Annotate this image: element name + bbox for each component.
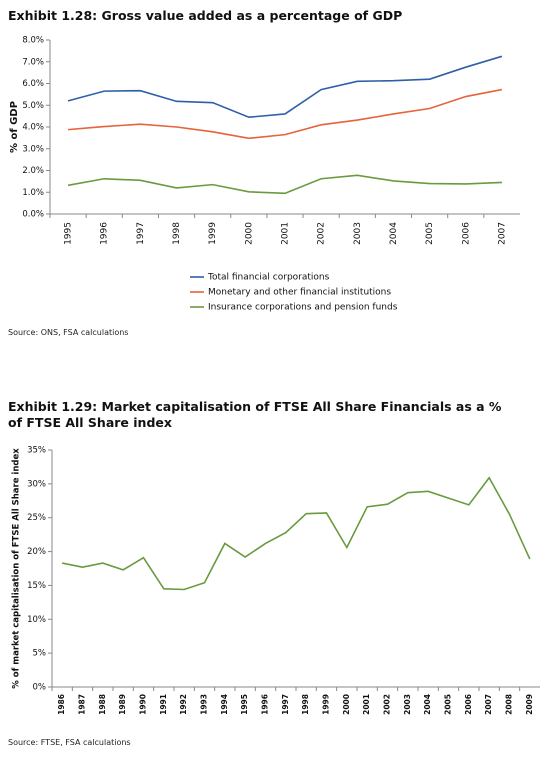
x-tick-label: 2004 [389,222,399,245]
y-tick-label: 3.0% [22,144,44,154]
x-tick-label: 2007 [484,694,493,715]
x-tick-label: 2006 [464,694,473,715]
x-tick-label: 1987 [78,694,87,715]
y-tick-label: 0% [33,683,47,693]
source-note: Source: FTSE, FSA calculations [8,738,131,747]
x-tick-label: 1996 [100,222,110,245]
x-tick-label: 2009 [525,694,534,715]
x-tick-label: 1989 [118,694,127,715]
y-tick-label: 10% [27,615,46,625]
y-tick-label: 30% [27,479,46,489]
x-tick-label: 2005 [425,222,435,245]
y-tick-label: 6.0% [22,79,44,89]
x-tick-label: 2003 [403,694,412,715]
source-note: Source: ONS, FSA calculations [8,328,129,337]
x-tick-label: 1992 [179,694,188,715]
y-tick-label: 0.0% [22,210,44,220]
y-tick-label: 4.0% [22,123,44,133]
x-tick-label: 2004 [423,694,432,715]
chart-title: Exhibit 1.28: Gross value added as a per… [8,8,403,23]
x-tick-label: 1986 [57,694,66,715]
x-tick-label: 1999 [208,222,218,245]
y-tick-label: 5.0% [22,101,44,111]
y-tick-label: 8.0% [22,36,44,46]
x-tick-label: 1997 [136,222,146,245]
x-tick-label: 1997 [281,694,290,715]
x-tick-label: 2000 [244,222,254,245]
x-tick-label: 1998 [301,694,310,715]
data-line [67,174,502,195]
data-line [62,476,531,591]
x-tick-label: 2002 [317,222,327,245]
x-tick-label: 1998 [172,222,182,245]
x-tick-label: 1995 [240,694,249,715]
x-tick-label: 1995 [64,222,74,245]
x-tick-label: 2008 [505,694,514,715]
legend-label: Monetary and other financial institution… [208,288,391,298]
x-tick-label: 2003 [353,222,363,245]
y-tick-label: 35% [27,446,46,456]
y-tick-label: 1.0% [22,188,44,198]
y-tick-label: 15% [27,581,46,591]
y-axis-label: % of market capitalisation of FTSE All S… [12,448,22,689]
x-tick-label: 2007 [497,222,507,245]
x-tick-label: 1996 [261,694,270,715]
x-tick-label: 1990 [139,694,148,715]
y-tick-label: 5% [33,649,47,659]
data-line [68,88,503,140]
legend-label: Insurance corporations and pension funds [208,303,398,313]
chart-title: Exhibit 1.29: Market capitalisation of F… [8,399,502,430]
x-tick-label: 2001 [281,222,291,245]
x-tick-label: 1993 [200,694,209,715]
x-tick-label: 2006 [461,222,471,245]
data-line [67,55,503,119]
y-tick-label: 7.0% [22,57,44,67]
x-tick-label: 2005 [444,694,453,715]
y-tick-label: 25% [27,513,46,523]
x-tick-label: 2001 [362,694,371,715]
x-tick-label: 1999 [322,694,331,715]
x-tick-label: 1994 [220,694,229,715]
x-tick-label: 2000 [342,694,351,715]
x-tick-label: 1988 [98,694,107,715]
legend-label: Total financial corporations [207,273,330,283]
x-tick-label: 1991 [159,694,168,715]
x-tick-label: 2002 [383,694,392,715]
y-axis-label: % of GDP [9,101,20,153]
y-tick-label: 20% [27,547,46,557]
y-tick-label: 2.0% [22,166,44,176]
